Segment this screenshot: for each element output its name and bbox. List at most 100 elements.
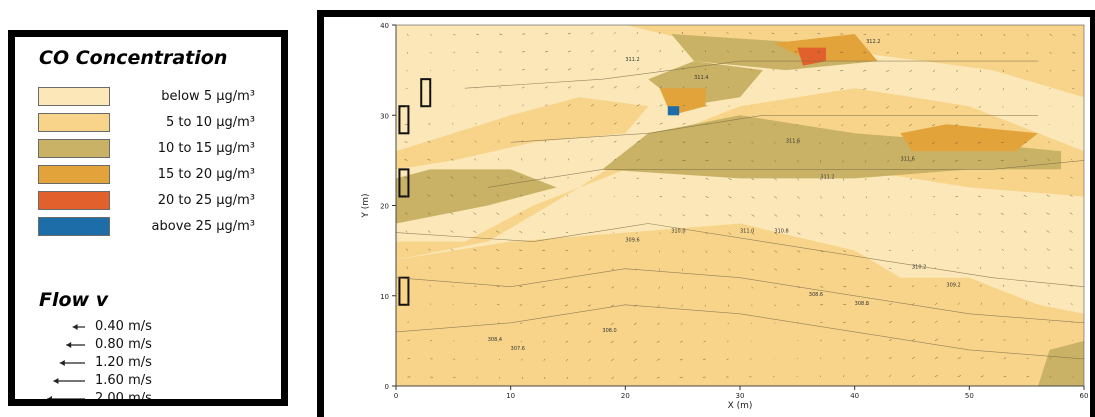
flow-vector: [751, 304, 753, 307]
flow-vector: [682, 196, 686, 198]
flow-vector: [727, 340, 729, 343]
flow-vector: [888, 338, 893, 342]
flow-vector: [474, 158, 477, 161]
flow-vector: [1026, 70, 1028, 72]
flow-vector: [934, 320, 938, 324]
range-label-class-5: 20 to 25 µg/m³: [157, 193, 255, 208]
flow-vector: [977, 160, 981, 162]
flow-vector: [636, 49, 639, 53]
flow-vector: [451, 285, 454, 287]
flow-vector: [567, 122, 571, 125]
flow-vector: [474, 140, 477, 143]
swatch-class-1: [38, 87, 110, 106]
flow-vector: [887, 160, 890, 163]
flow-arrow-icon-3: [59, 360, 85, 366]
range-label-class-4: 15 to 20 µg/m³: [157, 167, 255, 182]
flow-vector: [820, 339, 822, 342]
concentration-region-14: [667, 106, 680, 116]
flow-vector: [772, 375, 775, 378]
flow-vector: [590, 177, 593, 179]
flow-vector: [498, 340, 500, 342]
flow-vector: [636, 104, 640, 107]
flow-vector: [705, 178, 709, 180]
flow-vector: [774, 214, 778, 217]
flow-vector: [610, 322, 615, 326]
range-label-class-1: below 5 µg/m³: [161, 89, 255, 104]
flow-vector: [978, 231, 981, 233]
flow-vector: [610, 340, 615, 344]
flow-label-3: 1.20 m/s: [95, 355, 152, 370]
flow-vector: [728, 214, 732, 217]
flow-vector: [682, 232, 685, 235]
flow-vector: [498, 104, 501, 107]
flow-vector: [797, 250, 801, 253]
flow-vector: [771, 32, 775, 35]
flow-vector: [542, 322, 546, 325]
flow-vector: [1070, 176, 1073, 179]
flow-vector: [796, 375, 798, 378]
flow-vector: [590, 85, 595, 89]
flow-vector: [888, 321, 893, 324]
flow-vector: [705, 86, 707, 89]
flow-vector: [888, 232, 891, 234]
flow-vector: [954, 142, 958, 144]
flow-vector: [911, 303, 915, 305]
flow-vector: [496, 212, 500, 215]
flow-vector: [636, 122, 640, 125]
contour-label-16: 309.6: [625, 238, 639, 244]
flow-vector: [888, 285, 892, 287]
flow-vector: [774, 286, 777, 289]
flow-vector: [657, 322, 660, 325]
flow-vector: [590, 158, 593, 161]
flow-vector: [659, 141, 663, 143]
flow-vector: [567, 195, 569, 197]
flow-vector: [956, 69, 959, 73]
flow-vector: [728, 196, 732, 199]
flow-vector: [885, 106, 890, 109]
flow-vector: [636, 32, 639, 35]
flow-vector: [1046, 230, 1050, 233]
flow-vector: [750, 69, 752, 71]
flow-vector: [957, 375, 962, 378]
flow-vector: [979, 248, 981, 251]
building-outline-1: [398, 105, 410, 135]
flow-vector: [611, 376, 615, 379]
flow-vector: [659, 232, 661, 234]
flow-label-4: 1.60 m/s: [95, 373, 152, 388]
flow-vector: [636, 67, 640, 71]
flow-vector: [843, 321, 846, 324]
flow-vector: [797, 214, 801, 217]
flow-vector: [840, 87, 844, 90]
flow-vector: [473, 176, 477, 179]
flow-vector: [774, 178, 777, 181]
flow-vector: [544, 176, 546, 179]
flow-vector: [407, 303, 409, 305]
flow-vector: [1001, 248, 1004, 251]
flow-vector: [542, 213, 546, 215]
flow-vector: [957, 320, 961, 324]
flow-vector: [704, 304, 706, 307]
flow-vector: [613, 122, 617, 125]
flow-vector: [933, 196, 936, 198]
flow-vector: [751, 214, 755, 217]
flow-vector: [704, 322, 706, 325]
flow-vector: [774, 160, 777, 163]
flow-vector: [521, 122, 524, 125]
flow-vector: [751, 232, 755, 235]
flow-vector: [1072, 33, 1076, 36]
flow-vector: [496, 230, 500, 233]
axes: 0 10 20 30 40 50 60 0 10 20 30 40 X (m) Y (m): [361, 22, 1088, 411]
flow-vector: [1026, 339, 1028, 342]
flow-vector: [909, 142, 913, 145]
flow-vector: [1003, 320, 1006, 323]
flow-vector: [818, 106, 821, 108]
x-tick-label-1: 0: [394, 392, 398, 400]
flow-vector: [520, 322, 523, 324]
contour-label-2: 311.4: [694, 75, 708, 81]
flow-vector: [728, 178, 732, 180]
flow-label-2: 0.80 m/s: [95, 337, 152, 352]
flow-vector: [635, 250, 638, 253]
flow-vector: [749, 50, 752, 53]
flow-arrow-icon-5: [47, 396, 85, 399]
x-tick-label-3: 20: [621, 392, 630, 400]
